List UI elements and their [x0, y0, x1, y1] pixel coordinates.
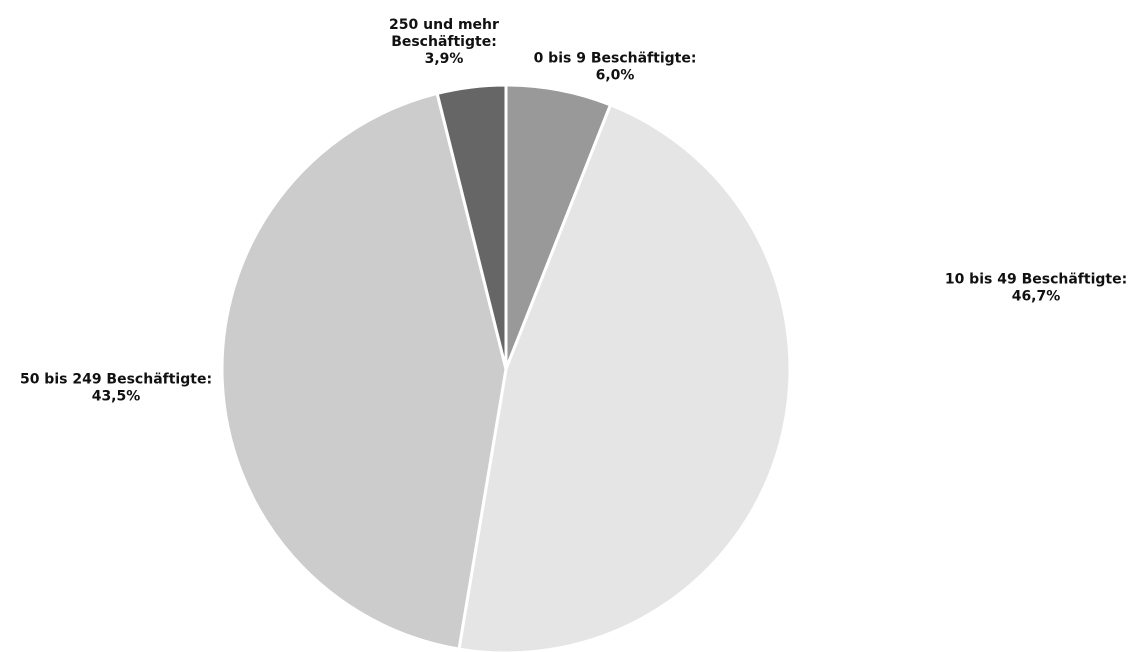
pie-slice-3 [220, 91, 508, 651]
slice-category-label: 250 und mehr [389, 17, 499, 33]
pie-slice-4 [435, 83, 508, 371]
pie-slices [220, 83, 792, 652]
slice-value-label: 43,5% [92, 389, 141, 405]
slice-label-1: 0 bis 9 Beschäftigte: 6,0% [534, 51, 697, 84]
pie-slice-2 [457, 103, 792, 652]
slice-labels: 0 bis 9 Beschäftigte: 6,0% 10 bis 49 Besch… [20, 17, 1127, 405]
slice-value-label: 6,0% [596, 68, 635, 84]
slice-label-2: 10 bis 49 Beschäftigte: 46,7% [945, 272, 1127, 305]
slice-label-3: 50 bis 249 Beschäftigte: 43,5% [20, 372, 212, 405]
slice-value-label: 3,9% [425, 51, 464, 67]
slice-label-4: 250 und mehr Beschäftigte: 3,9% [389, 17, 499, 67]
slice-category-label: Beschäftigte: [391, 34, 497, 50]
slice-category-label: 0 bis 9 Beschäftigte: [534, 51, 697, 67]
slice-value-label: 46,7% [1012, 289, 1061, 305]
slice-category-label: 10 bis 49 Beschäftigte: [945, 272, 1127, 288]
slice-category-label: 50 bis 249 Beschäftigte: [20, 372, 212, 388]
